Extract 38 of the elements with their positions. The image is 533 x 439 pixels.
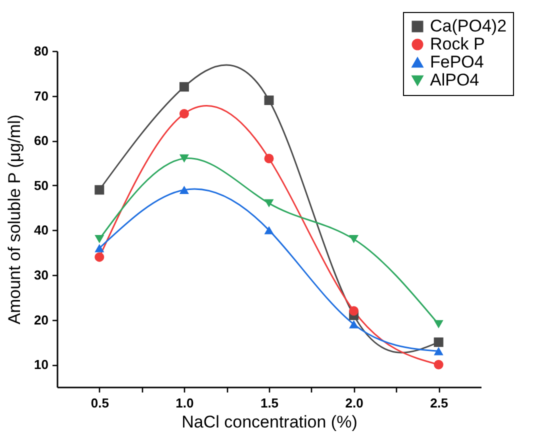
point	[94, 235, 104, 244]
y-tick-label: 40	[34, 222, 48, 238]
legend-label: AlPO4	[430, 70, 480, 90]
point	[264, 96, 274, 106]
legend-label: Rock P	[430, 34, 485, 54]
y-tick-label: 60	[34, 133, 48, 148]
point	[349, 320, 359, 328]
y-tick-label: 50	[34, 178, 48, 193]
point	[179, 108, 189, 118]
point	[264, 154, 274, 164]
point	[94, 252, 104, 262]
y-tick-label: 80	[34, 44, 48, 58]
point	[179, 82, 189, 92]
y-tick-label: 10	[34, 357, 48, 372]
point	[434, 337, 444, 347]
y-tick-label: 20	[34, 312, 48, 328]
x-axis-title: NaCl concentration (%)	[182, 412, 358, 432]
point	[349, 306, 359, 316]
x-tick-label: 1.0	[176, 396, 194, 410]
point	[179, 186, 189, 194]
point	[264, 226, 274, 234]
legend-label: Ca(PO4)2	[430, 16, 507, 36]
point	[179, 154, 189, 163]
point	[264, 199, 274, 208]
point	[434, 347, 444, 356]
y-tick-label: 30	[34, 268, 48, 282]
x-tick-label: 2.0	[345, 396, 364, 410]
x-tick-label: 1.5	[260, 396, 279, 410]
legend-label: FePO4	[430, 52, 484, 72]
point	[434, 360, 444, 370]
y-tick-label: 70	[34, 88, 48, 104]
point	[349, 235, 359, 244]
point	[94, 185, 104, 195]
x-tick-label: 2.5	[430, 396, 448, 410]
point	[94, 244, 104, 252]
x-tick-label: 0.5	[90, 396, 109, 410]
point	[434, 320, 444, 328]
y-axis-title: Amount of soluble P (μg/ml)	[5, 114, 24, 324]
